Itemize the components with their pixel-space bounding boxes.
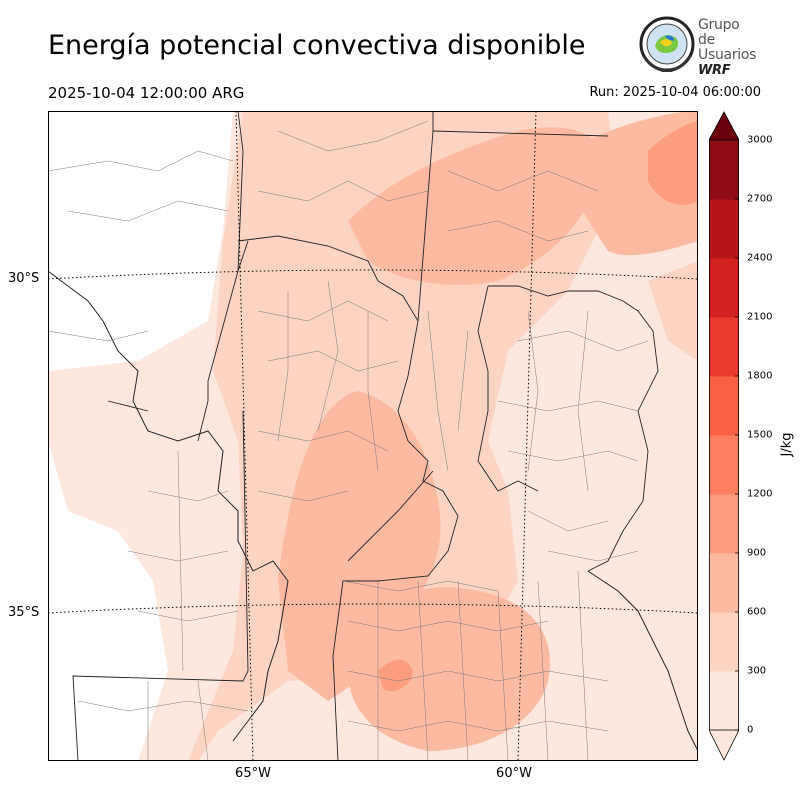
department-boundaries <box>48 120 649 761</box>
colorbar-tick-label: 2400 <box>747 252 773 264</box>
province-borders <box>72 111 659 761</box>
colorbar-extend-high <box>709 111 739 141</box>
cape-900-1200-area <box>378 121 698 692</box>
colorbar-bin <box>709 258 739 318</box>
colorbar-bin <box>709 494 739 554</box>
lat-label-30s: 30°S <box>8 271 40 286</box>
logo-line-3: WRF <box>698 63 731 78</box>
wrf-users-group-logo: Grupo de Usuarios WRF <box>638 16 758 78</box>
colorbar-bin <box>709 671 739 731</box>
colorbar-bin <box>709 199 739 259</box>
map-frame <box>48 111 698 761</box>
lon-label-60w: 60°W <box>496 766 532 781</box>
map-title: Energía potencial convectiva disponible <box>48 30 586 61</box>
cape-600-900-area <box>278 111 698 751</box>
logo-text: Grupo de Usuarios WRF <box>698 17 758 79</box>
colorbar-tick-label: 1200 <box>747 488 773 500</box>
colorbar-bin <box>709 376 739 436</box>
coastline <box>587 570 698 752</box>
valid-time: 2025-10-04 12:00:00 ARG <box>48 84 245 102</box>
colorbar-tick-label: 1500 <box>747 429 773 441</box>
colorbar-bin <box>709 317 739 377</box>
colorbar-tick-label: 2700 <box>747 193 773 205</box>
colorbar-unit-label: J/kg <box>779 432 795 457</box>
country-border <box>48 270 289 742</box>
cape-map <box>48 111 698 761</box>
colorbar-tick-label: 300 <box>747 665 767 677</box>
logo-line-1: Grupo de <box>698 17 740 48</box>
colorbar-bin <box>709 612 739 672</box>
colorbar-tick-label: 2100 <box>747 311 773 323</box>
colorbar-bin <box>709 140 739 200</box>
colorbar-bin <box>709 435 739 495</box>
colorbar-tick-label: 0 <box>747 724 754 736</box>
colorbar-tick-label: 600 <box>747 606 767 618</box>
globe-seal-icon <box>639 16 695 73</box>
lat-label-35s: 35°S <box>8 605 40 620</box>
colorbar <box>709 111 739 761</box>
lon-label-65w: 65°W <box>235 766 271 781</box>
colorbar-tick-label: 900 <box>747 547 767 559</box>
colorbar-tick-label: 1800 <box>747 370 773 382</box>
graticule <box>48 111 698 761</box>
colorbar-extend-low <box>709 729 739 761</box>
colorbar-bin <box>709 553 739 613</box>
colorbar-tick-label: 3000 <box>747 134 773 146</box>
logo-line-2: Usuarios <box>698 47 757 63</box>
run-time: Run: 2025-10-04 06:00:00 <box>589 85 761 100</box>
